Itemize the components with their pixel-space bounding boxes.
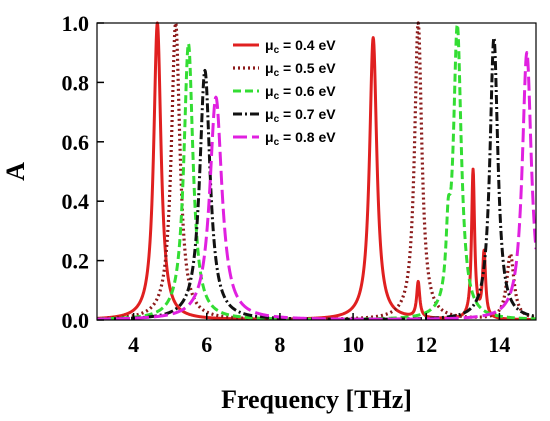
legend-label-3: μc = 0.7 eV bbox=[265, 106, 336, 125]
x-tick-label: 14 bbox=[488, 332, 510, 357]
x-tick-label: 6 bbox=[201, 332, 212, 357]
legend-label-4: μc = 0.8 eV bbox=[265, 129, 336, 148]
plot-frame bbox=[96, 22, 537, 321]
y-tick-label: 0.6 bbox=[62, 130, 90, 155]
legend: μc = 0.4 eV μc = 0.5 eV μc = 0.6 eV μc = 0.… bbox=[233, 37, 336, 148]
y-axis-label: A bbox=[1, 162, 30, 181]
axes: 4 6 8 10 12 14 0.0 0.2 0.4 0.6 0.8 1.0 Frequency [TH… bbox=[1, 11, 537, 414]
y-tick-label: 0.2 bbox=[62, 249, 90, 274]
x-axis-label: Frequency [THz] bbox=[221, 385, 412, 414]
x-tick-label: 8 bbox=[274, 332, 285, 357]
x-tick-label: 10 bbox=[342, 332, 364, 357]
x-tick-label: 4 bbox=[128, 332, 139, 357]
plot-area bbox=[97, 21, 536, 320]
legend-label-2: μc = 0.6 eV bbox=[265, 83, 336, 102]
series-line-4 bbox=[97, 51, 536, 320]
y-tick-label: 0.8 bbox=[62, 70, 90, 95]
x-tick-label: 12 bbox=[415, 332, 437, 357]
y-tick-label: 1.0 bbox=[62, 11, 90, 36]
legend-label-1: μc = 0.5 eV bbox=[265, 60, 336, 79]
y-tick-label: 0.4 bbox=[62, 189, 90, 214]
legend-label-0: μc = 0.4 eV bbox=[265, 37, 336, 56]
y-tick-label: 0.0 bbox=[62, 308, 90, 333]
